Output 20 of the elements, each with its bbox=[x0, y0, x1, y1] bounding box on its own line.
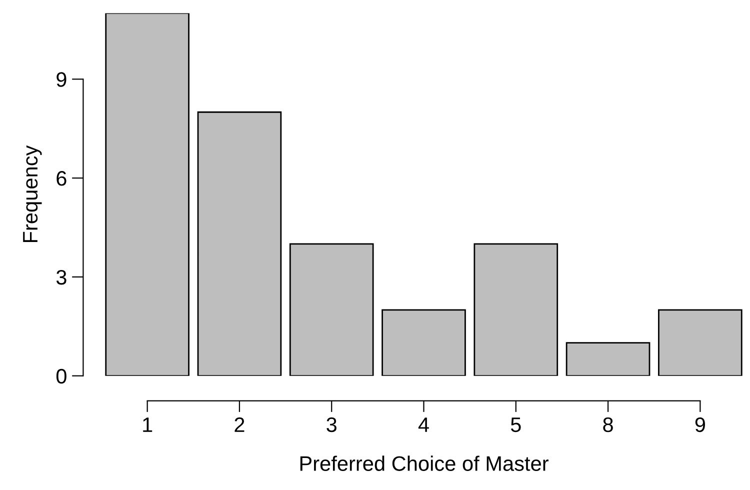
x-tick-label: 1 bbox=[143, 418, 152, 432]
x-tick-label: 8 bbox=[603, 417, 613, 432]
bar bbox=[382, 309, 466, 376]
bar bbox=[566, 342, 650, 376]
bar bbox=[658, 309, 742, 376]
x-tick-label: 5 bbox=[510, 418, 521, 432]
bar bbox=[474, 243, 558, 376]
y-tick-label: 0 bbox=[56, 368, 66, 384]
x-axis-title: Preferred Choice of Master bbox=[300, 456, 548, 471]
y-tick-label: 3 bbox=[56, 270, 66, 285]
x-tick-label: 4 bbox=[418, 418, 429, 432]
x-tick-label: 2 bbox=[234, 417, 244, 432]
bar bbox=[289, 243, 374, 376]
bar bbox=[197, 111, 282, 376]
y-tick-label: 9 bbox=[56, 72, 66, 87]
x-tick-label: 3 bbox=[326, 417, 336, 432]
y-tick-label: 6 bbox=[56, 171, 66, 186]
bar bbox=[105, 13, 190, 376]
x-tick-label: 9 bbox=[695, 417, 705, 432]
y-axis-title: Frequency bbox=[23, 145, 42, 242]
